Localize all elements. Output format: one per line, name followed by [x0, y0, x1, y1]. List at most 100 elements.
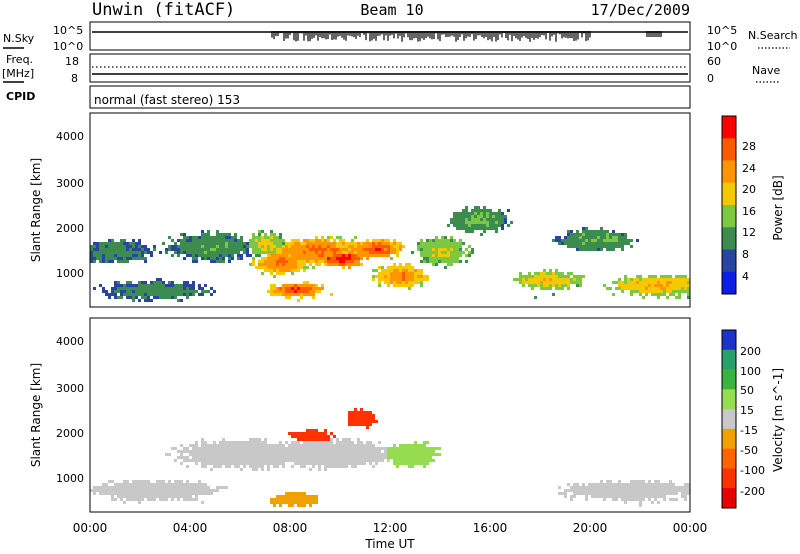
velocity-cell: [156, 489, 159, 492]
velocity-cell: [606, 480, 609, 483]
velocity-cell: [207, 456, 210, 459]
noise-panel: N.Sky 10^5 10^0 10^5 10^0 N.Search: [3, 21, 798, 53]
velocity-cell: [138, 483, 141, 486]
power-cell: [675, 290, 678, 293]
power-cell: [600, 242, 603, 245]
power-cell: [306, 284, 309, 287]
power-cell: [303, 263, 306, 266]
power-cell: [234, 236, 237, 239]
velocity-cell: [246, 453, 249, 456]
power-cell: [384, 242, 387, 245]
power-cell: [579, 281, 582, 284]
velocity-cell: [264, 453, 267, 456]
velocity-cell: [684, 492, 687, 495]
power-cell: [684, 284, 687, 287]
power-cell: [342, 257, 345, 260]
power-cell: [216, 245, 219, 248]
velocity-cell: [600, 489, 603, 492]
power-cell: [267, 260, 270, 263]
power-cell: [435, 248, 438, 251]
velocity-cell: [372, 459, 375, 462]
velocity-cell: [306, 495, 309, 498]
power-cell: [138, 248, 141, 251]
velocity-cell: [363, 444, 366, 447]
power-cell: [279, 269, 282, 272]
power-cell: [420, 278, 423, 281]
power-cell: [474, 209, 477, 212]
velocity-cb-tick-15: 15: [740, 404, 754, 417]
power-cell: [297, 257, 300, 260]
velocity-cell: [579, 492, 582, 495]
velocity-cell: [612, 492, 615, 495]
power-cell: [540, 275, 543, 278]
power-cell: [99, 245, 102, 248]
velocity-cb-tick-m200: -200: [740, 485, 765, 498]
power-cell: [420, 239, 423, 242]
power-cell: [216, 251, 219, 254]
power-cell: [258, 260, 261, 263]
velocity-cell: [159, 483, 162, 486]
power-cell: [639, 290, 642, 293]
power-cell: [297, 290, 300, 293]
power-cell: [177, 254, 180, 257]
power-cell: [675, 287, 678, 290]
velocity-cell: [285, 447, 288, 450]
power-cell: [660, 287, 663, 290]
power-cell: [309, 254, 312, 257]
velocity-cell: [282, 495, 285, 498]
power-cell: [165, 296, 168, 299]
power-cell: [270, 293, 273, 296]
power-cell: [300, 290, 303, 293]
velocity-cell: [129, 489, 132, 492]
velocity-cell: [624, 486, 627, 489]
velocity-cell: [168, 492, 171, 495]
power-cell: [570, 242, 573, 245]
power-cell: [222, 236, 225, 239]
power-cell: [144, 257, 147, 260]
velocity-cell: [657, 495, 660, 498]
power-cell: [408, 272, 411, 275]
velocity-cell: [153, 492, 156, 495]
velocity-cell: [312, 450, 315, 453]
velocity-cell: [399, 450, 402, 453]
velocity-cell: [303, 447, 306, 450]
power-cell: [375, 248, 378, 251]
power-cell: [345, 248, 348, 251]
power-cell: [210, 251, 213, 254]
velocity-cell: [432, 459, 435, 462]
power-cell: [303, 251, 306, 254]
velocity-cell: [423, 450, 426, 453]
velocity-cell: [105, 483, 108, 486]
power-cell: [357, 245, 360, 248]
velocity-cell: [183, 450, 186, 453]
power-cell: [150, 284, 153, 287]
power-cell: [462, 251, 465, 254]
velocity-cell: [351, 411, 354, 414]
power-cell: [522, 281, 525, 284]
velocity-cell: [360, 408, 363, 411]
power-cell: [441, 251, 444, 254]
power-cell: [615, 245, 618, 248]
power-cell: [135, 245, 138, 248]
velocity-cell: [426, 462, 429, 465]
power-cell: [618, 242, 621, 245]
velocity-cell: [273, 462, 276, 465]
power-cell: [108, 254, 111, 257]
power-cell: [636, 281, 639, 284]
power-cell: [135, 248, 138, 251]
power-cell: [183, 245, 186, 248]
power-cell: [282, 239, 285, 242]
power-cell: [147, 290, 150, 293]
velocity-cell: [267, 462, 270, 465]
power-cell: [138, 242, 141, 245]
power-cell: [363, 254, 366, 257]
velocity-cell: [423, 456, 426, 459]
velocity-cell: [630, 480, 633, 483]
velocity-cell: [327, 456, 330, 459]
power-cell: [606, 242, 609, 245]
power-cell: [498, 212, 501, 215]
power-cell: [519, 275, 522, 278]
velocity-cell: [219, 450, 222, 453]
velocity-cell: [102, 489, 105, 492]
power-cell: [561, 275, 564, 278]
